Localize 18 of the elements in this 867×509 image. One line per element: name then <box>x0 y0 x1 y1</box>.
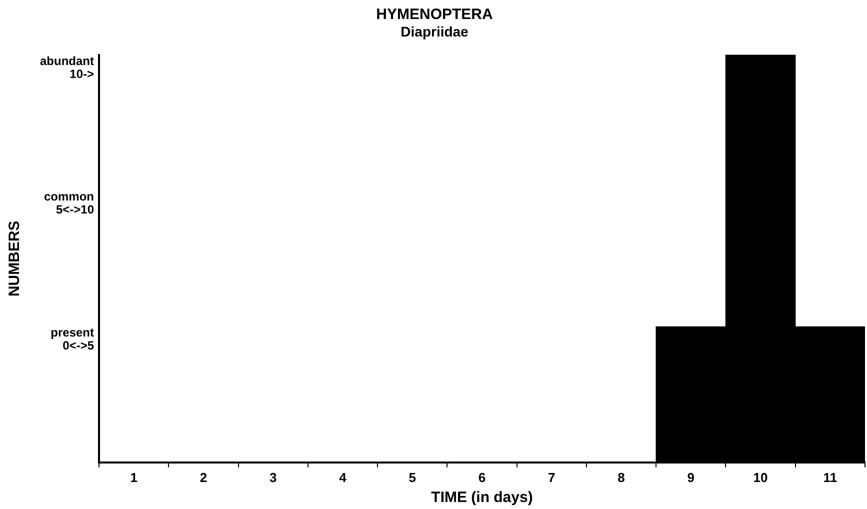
x-tick-label: 5 <box>408 470 416 485</box>
x-tick-label: 10 <box>753 470 768 485</box>
text: present 0<->5 <box>50 326 94 353</box>
x-tick-label: 2 <box>200 470 208 485</box>
x-tick-label: 6 <box>478 470 486 485</box>
x-tick-label: 1 <box>130 470 138 485</box>
x-tick-label: 4 <box>339 470 348 485</box>
chart-title: HYMENOPTERA <box>376 6 493 24</box>
x-tick-label: 3 <box>269 470 277 485</box>
text: common 5<->10 <box>44 190 94 217</box>
x-tick-label: 7 <box>548 470 556 485</box>
y-axis-title: NUMBERS <box>6 220 24 297</box>
chart-subtitle: Diapriidae <box>400 23 469 40</box>
x-tick-label: 11 <box>823 470 838 485</box>
text: abundant 10-> <box>40 54 94 81</box>
x-tick-label: 8 <box>618 470 625 485</box>
x-tick-label: 9 <box>687 470 695 485</box>
x-axis-title: TIME (in days) <box>431 489 533 506</box>
